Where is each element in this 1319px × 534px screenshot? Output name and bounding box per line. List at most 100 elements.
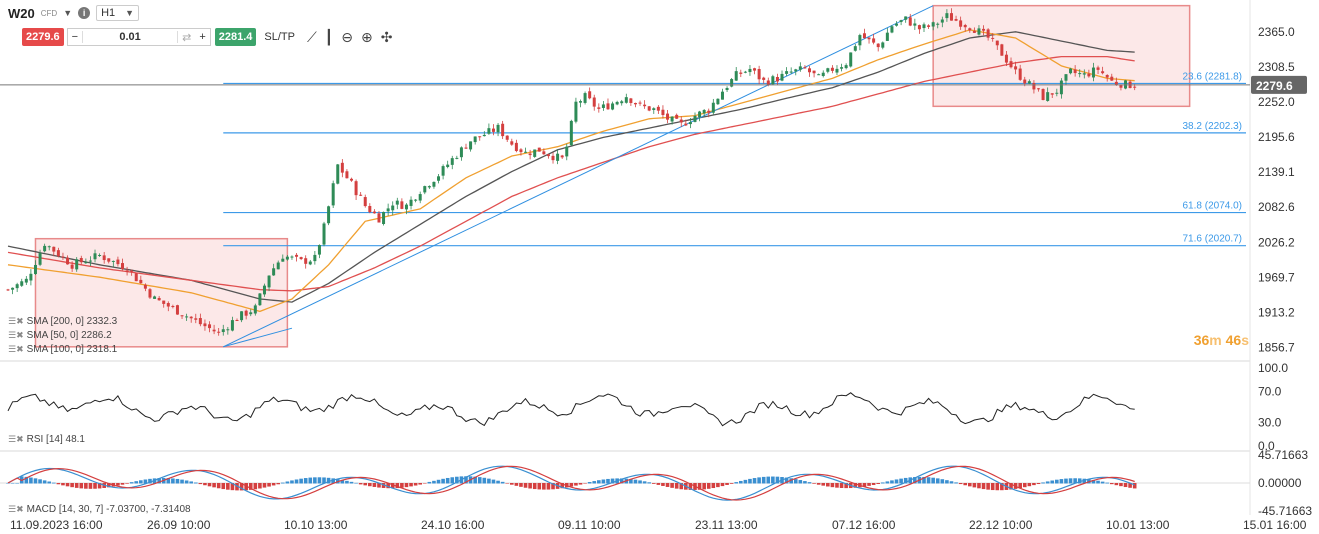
candle-body: [1046, 92, 1050, 101]
buy-button[interactable]: 2281.4: [214, 28, 257, 46]
macd-histogram-bar: [871, 483, 876, 485]
macd-histogram-bar: [592, 481, 597, 484]
macd-histogram-bar: [189, 481, 193, 484]
legend-rsi[interactable]: ☰✖ RSI [14] 48.1: [8, 434, 85, 445]
candle-body: [459, 147, 463, 158]
macd-histogram-bar: [940, 479, 945, 484]
macd-histogram-bar: [757, 477, 761, 484]
settings-icon[interactable]: ☰✖: [8, 316, 24, 326]
quantity-stepper[interactable]: − 0.01 ⇄ +: [66, 28, 211, 46]
quantity-input[interactable]: 0.01: [82, 31, 179, 43]
macd-histogram-bar: [230, 483, 235, 491]
macd-histogram-bar: [52, 482, 56, 484]
macd-histogram-bar: [143, 479, 148, 484]
swap-icon[interactable]: ⇄: [182, 31, 192, 44]
zoom-in-icon[interactable]: ⊕: [360, 28, 373, 45]
settings-icon[interactable]: ☰✖: [8, 434, 24, 444]
candle-body: [240, 311, 244, 321]
current-price-tag: [1251, 75, 1307, 94]
trade-bar: 2279.6 − 0.01 ⇄ + 2281.4 SL/TP ⟋ ┃ ⊖ ⊕ ✣: [22, 28, 392, 46]
candle-body: [519, 149, 523, 153]
settings-icon[interactable]: ☰✖: [8, 344, 24, 354]
candle-body: [295, 254, 299, 257]
candle-body: [684, 123, 688, 126]
macd-histogram-bar: [120, 483, 125, 485]
symbol-dropdown-icon[interactable]: ▼: [63, 8, 73, 18]
candle-body: [597, 107, 601, 109]
settings-icon[interactable]: ☰✖: [8, 330, 24, 340]
trend-line: [223, 327, 293, 348]
candles-icon[interactable]: ┃: [324, 28, 334, 45]
macd-histogram-bar: [10, 483, 15, 484]
macd-histogram-bar: [1000, 483, 1004, 491]
zoom-out-icon[interactable]: ⊖: [341, 28, 353, 45]
candle-body: [601, 104, 605, 108]
highlight-boxes: [34, 4, 1191, 348]
macd-histogram-bar: [706, 483, 711, 489]
candle-body: [267, 275, 271, 288]
macd-histogram-bar: [491, 479, 496, 484]
crosshair-icon[interactable]: ✣: [380, 28, 393, 45]
macd-histogram-bar: [761, 476, 766, 484]
legend-sma200[interactable]: ☰✖ SMA [200, 0] 2332.3: [8, 316, 117, 327]
x-tick-label: 10.10 13:00: [284, 518, 348, 532]
timeframe-select[interactable]: H1 ▼: [96, 5, 140, 21]
decrease-button[interactable]: −: [71, 31, 79, 43]
macd-histogram-bar: [949, 481, 954, 484]
candle-body: [707, 110, 711, 113]
candle-body: [262, 285, 266, 295]
macd-histogram-bar: [1018, 483, 1022, 489]
candle-body: [963, 25, 967, 28]
legend-macd-label: MACD [14, 30, 7] -7.03700, -7.31408: [26, 504, 191, 515]
macd-histogram-bar: [528, 483, 532, 489]
candle-body: [1110, 76, 1114, 81]
candle-body: [913, 23, 917, 26]
candle-body: [702, 110, 706, 114]
candle-body: [148, 289, 152, 298]
macd-histogram-bar: [784, 477, 789, 484]
increase-button[interactable]: +: [199, 31, 206, 43]
candle-body: [725, 87, 729, 91]
candle-body: [56, 250, 60, 257]
candle-body: [643, 104, 647, 107]
sltp-button[interactable]: SL/TP: [264, 31, 295, 43]
line-chart-icon[interactable]: ⟋: [306, 28, 317, 45]
macd-histogram-bar: [771, 476, 775, 484]
macd-histogram-bar: [239, 483, 244, 491]
fibonacci-levels: 23.6 (2281.8) 38.2 (2202.3) 61.8 (2074.0) 7…: [223, 71, 1246, 247]
macd-histogram-bar: [981, 483, 986, 490]
candle-body: [153, 296, 157, 299]
macd-histogram-bar: [537, 483, 542, 490]
macd-histogram-bar: [651, 483, 656, 484]
macd-histogram-bar: [844, 483, 848, 489]
legend-sma50[interactable]: ☰✖ SMA [50, 0] 2286.2: [8, 330, 112, 341]
macd-histogram-bar: [597, 480, 601, 484]
candle-body: [350, 178, 353, 181]
candle-body: [524, 151, 528, 153]
macd-histogram-bar: [629, 479, 633, 484]
legend-sma100[interactable]: ☰✖ SMA [100, 0] 2318.1: [8, 344, 117, 355]
y-tick-label: 2026.2: [1258, 235, 1295, 249]
candle-body: [835, 68, 839, 73]
info-icon[interactable]: i: [78, 7, 91, 19]
candle-body: [386, 208, 390, 212]
candle-body: [272, 268, 276, 276]
candle-body: [982, 28, 986, 31]
macd-histogram-bar: [235, 483, 239, 491]
candle-body: [418, 194, 422, 201]
candle-body: [904, 16, 908, 20]
y-tick-label: 2365.0: [1258, 25, 1295, 39]
settings-icon[interactable]: ☰✖: [8, 504, 24, 514]
macd-histogram-bar: [116, 483, 120, 486]
candle-body: [514, 142, 518, 152]
candle-body: [409, 199, 413, 206]
candle-body: [414, 199, 418, 201]
macd-histogram-bar: [88, 483, 93, 489]
rsi-line: [7, 392, 1135, 427]
legend-macd[interactable]: ☰✖ MACD [14, 30, 7] -7.03700, -7.31408: [8, 504, 191, 515]
grid: [0, 0, 1251, 515]
sell-button[interactable]: 2279.6: [22, 28, 64, 46]
candle-body: [991, 37, 995, 39]
legend-rsi-label: RSI [14] 48.1: [26, 434, 85, 445]
